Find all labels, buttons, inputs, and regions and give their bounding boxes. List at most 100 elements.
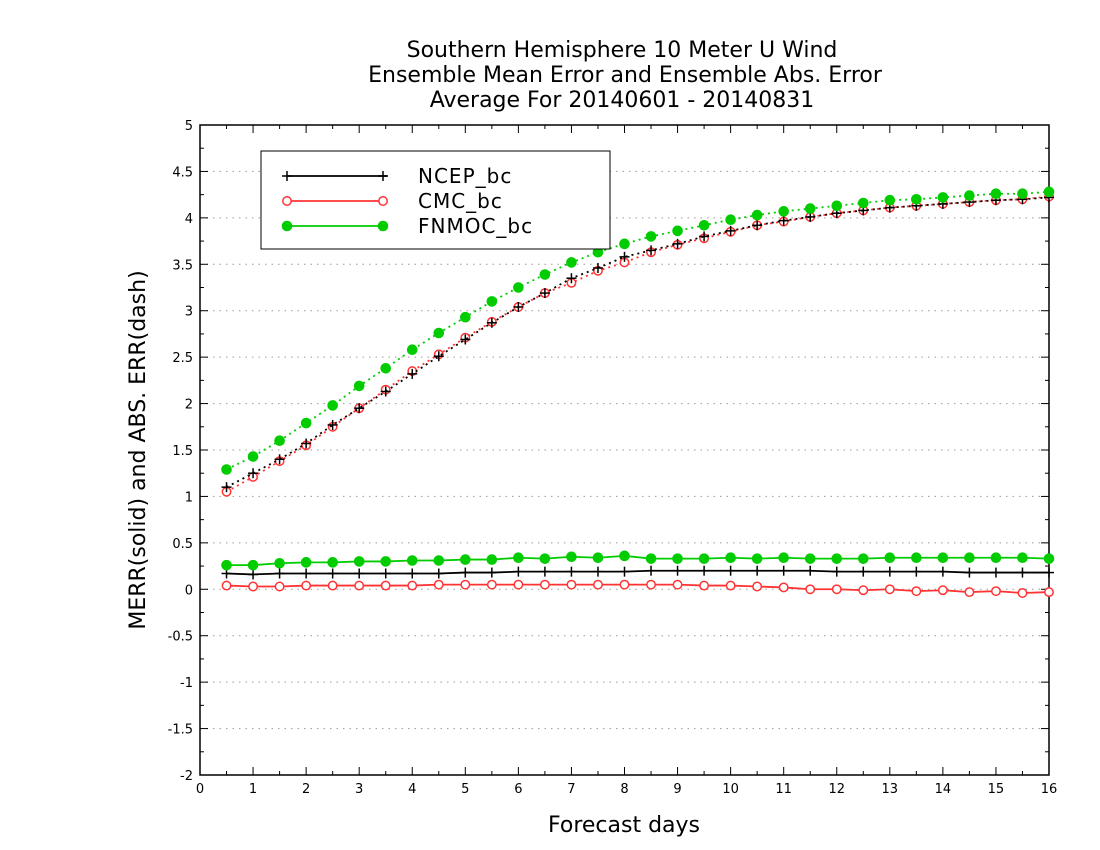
merr-point-ncep-bc-23 bbox=[831, 566, 842, 577]
abs-err-point-ncep-bc-12 bbox=[539, 288, 550, 299]
merr-point-ncep-bc-31 bbox=[1044, 567, 1054, 578]
merr-point-ncep-bc-15 bbox=[619, 566, 630, 577]
y-tick-label-8: 2 bbox=[185, 398, 193, 413]
x-tick-label-10: 10 bbox=[722, 782, 739, 797]
abs-err-point-ncep-bc-8 bbox=[433, 351, 444, 362]
merr-point-fnmoc-bc-17 bbox=[672, 553, 683, 564]
merr-point-fnmoc-bc-1 bbox=[247, 559, 259, 571]
merr-point-cmc-bc-1 bbox=[248, 581, 259, 592]
merr-point-fnmoc-bc-27 bbox=[937, 552, 949, 564]
y-tick-label-13: 4.5 bbox=[172, 165, 193, 180]
merr-point-fnmoc-bc-11 bbox=[513, 552, 524, 564]
abs-err-point-fnmoc-bc-29 bbox=[990, 188, 1002, 200]
abs-err-point-fnmoc-bc-26 bbox=[911, 193, 922, 205]
merr-point-cmc-bc-0 bbox=[221, 580, 232, 591]
merr-point-ncep-bc-7 bbox=[407, 568, 418, 579]
merr-point-ncep-bc-1 bbox=[248, 569, 259, 580]
abs-err-line-ncep-bc bbox=[226, 196, 1050, 488]
merr-point-ncep-bc-9 bbox=[460, 567, 471, 578]
merr-point-ncep-bc-27 bbox=[937, 566, 948, 577]
abs-err-point-ncep-bc-0 bbox=[221, 482, 232, 493]
merr-point-ncep-bc-24 bbox=[858, 566, 869, 577]
abs-err-point-fnmoc-bc-11 bbox=[513, 282, 524, 293]
legend-marker-start-cmc-bc bbox=[282, 196, 292, 206]
abs-err-point-fnmoc-bc-31 bbox=[1043, 186, 1055, 198]
series-ncep-bc bbox=[221, 192, 1054, 580]
abs-err-point-fnmoc-bc-1 bbox=[247, 451, 259, 462]
legend-marker-end-ncep-bc bbox=[378, 171, 388, 181]
x-tick-label-7: 7 bbox=[567, 782, 575, 797]
abs-err-point-fnmoc-bc-6 bbox=[380, 362, 392, 374]
merr-point-fnmoc-bc-13 bbox=[566, 551, 577, 563]
merr-point-cmc-bc-16 bbox=[646, 579, 656, 590]
merr-point-fnmoc-bc-2 bbox=[274, 557, 285, 569]
merr-point-cmc-bc-22 bbox=[805, 584, 816, 595]
merr-point-ncep-bc-18 bbox=[699, 565, 710, 576]
merr-point-fnmoc-bc-26 bbox=[911, 552, 922, 564]
merr-point-cmc-bc-17 bbox=[672, 579, 683, 590]
abs-err-point-ncep-bc-7 bbox=[407, 368, 418, 379]
merr-point-fnmoc-bc-29 bbox=[990, 552, 1002, 564]
merr-point-cmc-bc-20 bbox=[752, 581, 763, 592]
abs-err-point-fnmoc-bc-13 bbox=[566, 257, 577, 268]
y-tick-label-11: 3.5 bbox=[172, 258, 193, 273]
merr-point-cmc-bc-6 bbox=[380, 580, 391, 591]
merr-point-fnmoc-bc-6 bbox=[380, 556, 392, 567]
abs-err-line-cmc-bc bbox=[226, 195, 1050, 493]
abs-err-point-fnmoc-bc-15 bbox=[619, 238, 630, 250]
abs-err-point-fnmoc-bc-12 bbox=[539, 269, 551, 280]
abs-err-point-fnmoc-bc-24 bbox=[857, 197, 869, 209]
y-tick-label-5: 0.5 bbox=[172, 537, 193, 552]
x-tick-label-6: 6 bbox=[514, 782, 522, 797]
x-tick-label-15: 15 bbox=[988, 782, 1005, 797]
y-tick-label-7: 1.5 bbox=[172, 444, 193, 459]
merr-point-ncep-bc-6 bbox=[380, 568, 391, 579]
abs-err-point-fnmoc-bc-22 bbox=[804, 203, 816, 214]
abs-err-point-fnmoc-bc-18 bbox=[698, 219, 710, 231]
abs-err-point-ncep-bc-2 bbox=[274, 454, 285, 465]
merr-point-fnmoc-bc-5 bbox=[353, 556, 365, 567]
merr-point-fnmoc-bc-12 bbox=[539, 553, 551, 564]
legend-item-ncep-bc: NCEP_bc bbox=[282, 164, 512, 188]
merr-point-ncep-bc-25 bbox=[884, 566, 895, 577]
axes bbox=[199, 124, 1050, 776]
legend-item-cmc-bc: CMC_bc bbox=[282, 189, 502, 213]
x-tick-label-2: 2 bbox=[302, 782, 310, 797]
x-tick-label-8: 8 bbox=[620, 782, 628, 797]
merr-point-ncep-bc-29 bbox=[990, 567, 1001, 578]
x-tick-label-14: 14 bbox=[935, 782, 952, 797]
abs-err-point-ncep-bc-16 bbox=[646, 245, 657, 256]
merr-point-ncep-bc-28 bbox=[964, 567, 975, 578]
merr-point-fnmoc-bc-3 bbox=[300, 557, 312, 568]
merr-point-fnmoc-bc-19 bbox=[725, 552, 736, 564]
merr-point-cmc-bc-31 bbox=[1044, 587, 1054, 598]
merr-point-cmc-bc-12 bbox=[539, 579, 550, 590]
merr-point-fnmoc-bc-21 bbox=[778, 552, 789, 564]
merr-point-fnmoc-bc-30 bbox=[1017, 552, 1028, 564]
merr-point-cmc-bc-14 bbox=[593, 579, 603, 590]
abs-err-point-ncep-bc-15 bbox=[619, 251, 630, 262]
merr-point-ncep-bc-30 bbox=[1017, 567, 1028, 578]
x-axis-label: Forecast days bbox=[548, 813, 700, 838]
merr-point-cmc-bc-23 bbox=[831, 584, 842, 595]
abs-err-point-fnmoc-bc-10 bbox=[486, 296, 498, 307]
merr-point-fnmoc-bc-7 bbox=[406, 555, 418, 566]
merr-point-ncep-bc-21 bbox=[778, 565, 789, 576]
y-tick-label-4: 0 bbox=[185, 583, 193, 598]
merr-point-cmc-bc-29 bbox=[990, 586, 1001, 597]
abs-err-point-fnmoc-bc-2 bbox=[274, 435, 285, 447]
title-line-1: Southern Hemisphere 10 Meter U Wind bbox=[407, 38, 838, 63]
merr-point-cmc-bc-3 bbox=[301, 580, 312, 591]
x-tick-label-5: 5 bbox=[461, 782, 469, 797]
merr-point-ncep-bc-17 bbox=[672, 565, 683, 576]
abs-err-point-ncep-bc-1 bbox=[248, 468, 259, 479]
x-tick-label-9: 9 bbox=[673, 782, 681, 797]
y-tick-label-9: 2.5 bbox=[172, 351, 193, 366]
legend-label-ncep-bc: NCEP_bc bbox=[418, 164, 512, 188]
merr-point-cmc-bc-4 bbox=[327, 580, 338, 591]
x-tick-label-13: 13 bbox=[882, 782, 899, 797]
merr-point-fnmoc-bc-31 bbox=[1043, 553, 1055, 564]
merr-point-ncep-bc-5 bbox=[354, 568, 365, 579]
merr-point-ncep-bc-22 bbox=[805, 565, 816, 576]
